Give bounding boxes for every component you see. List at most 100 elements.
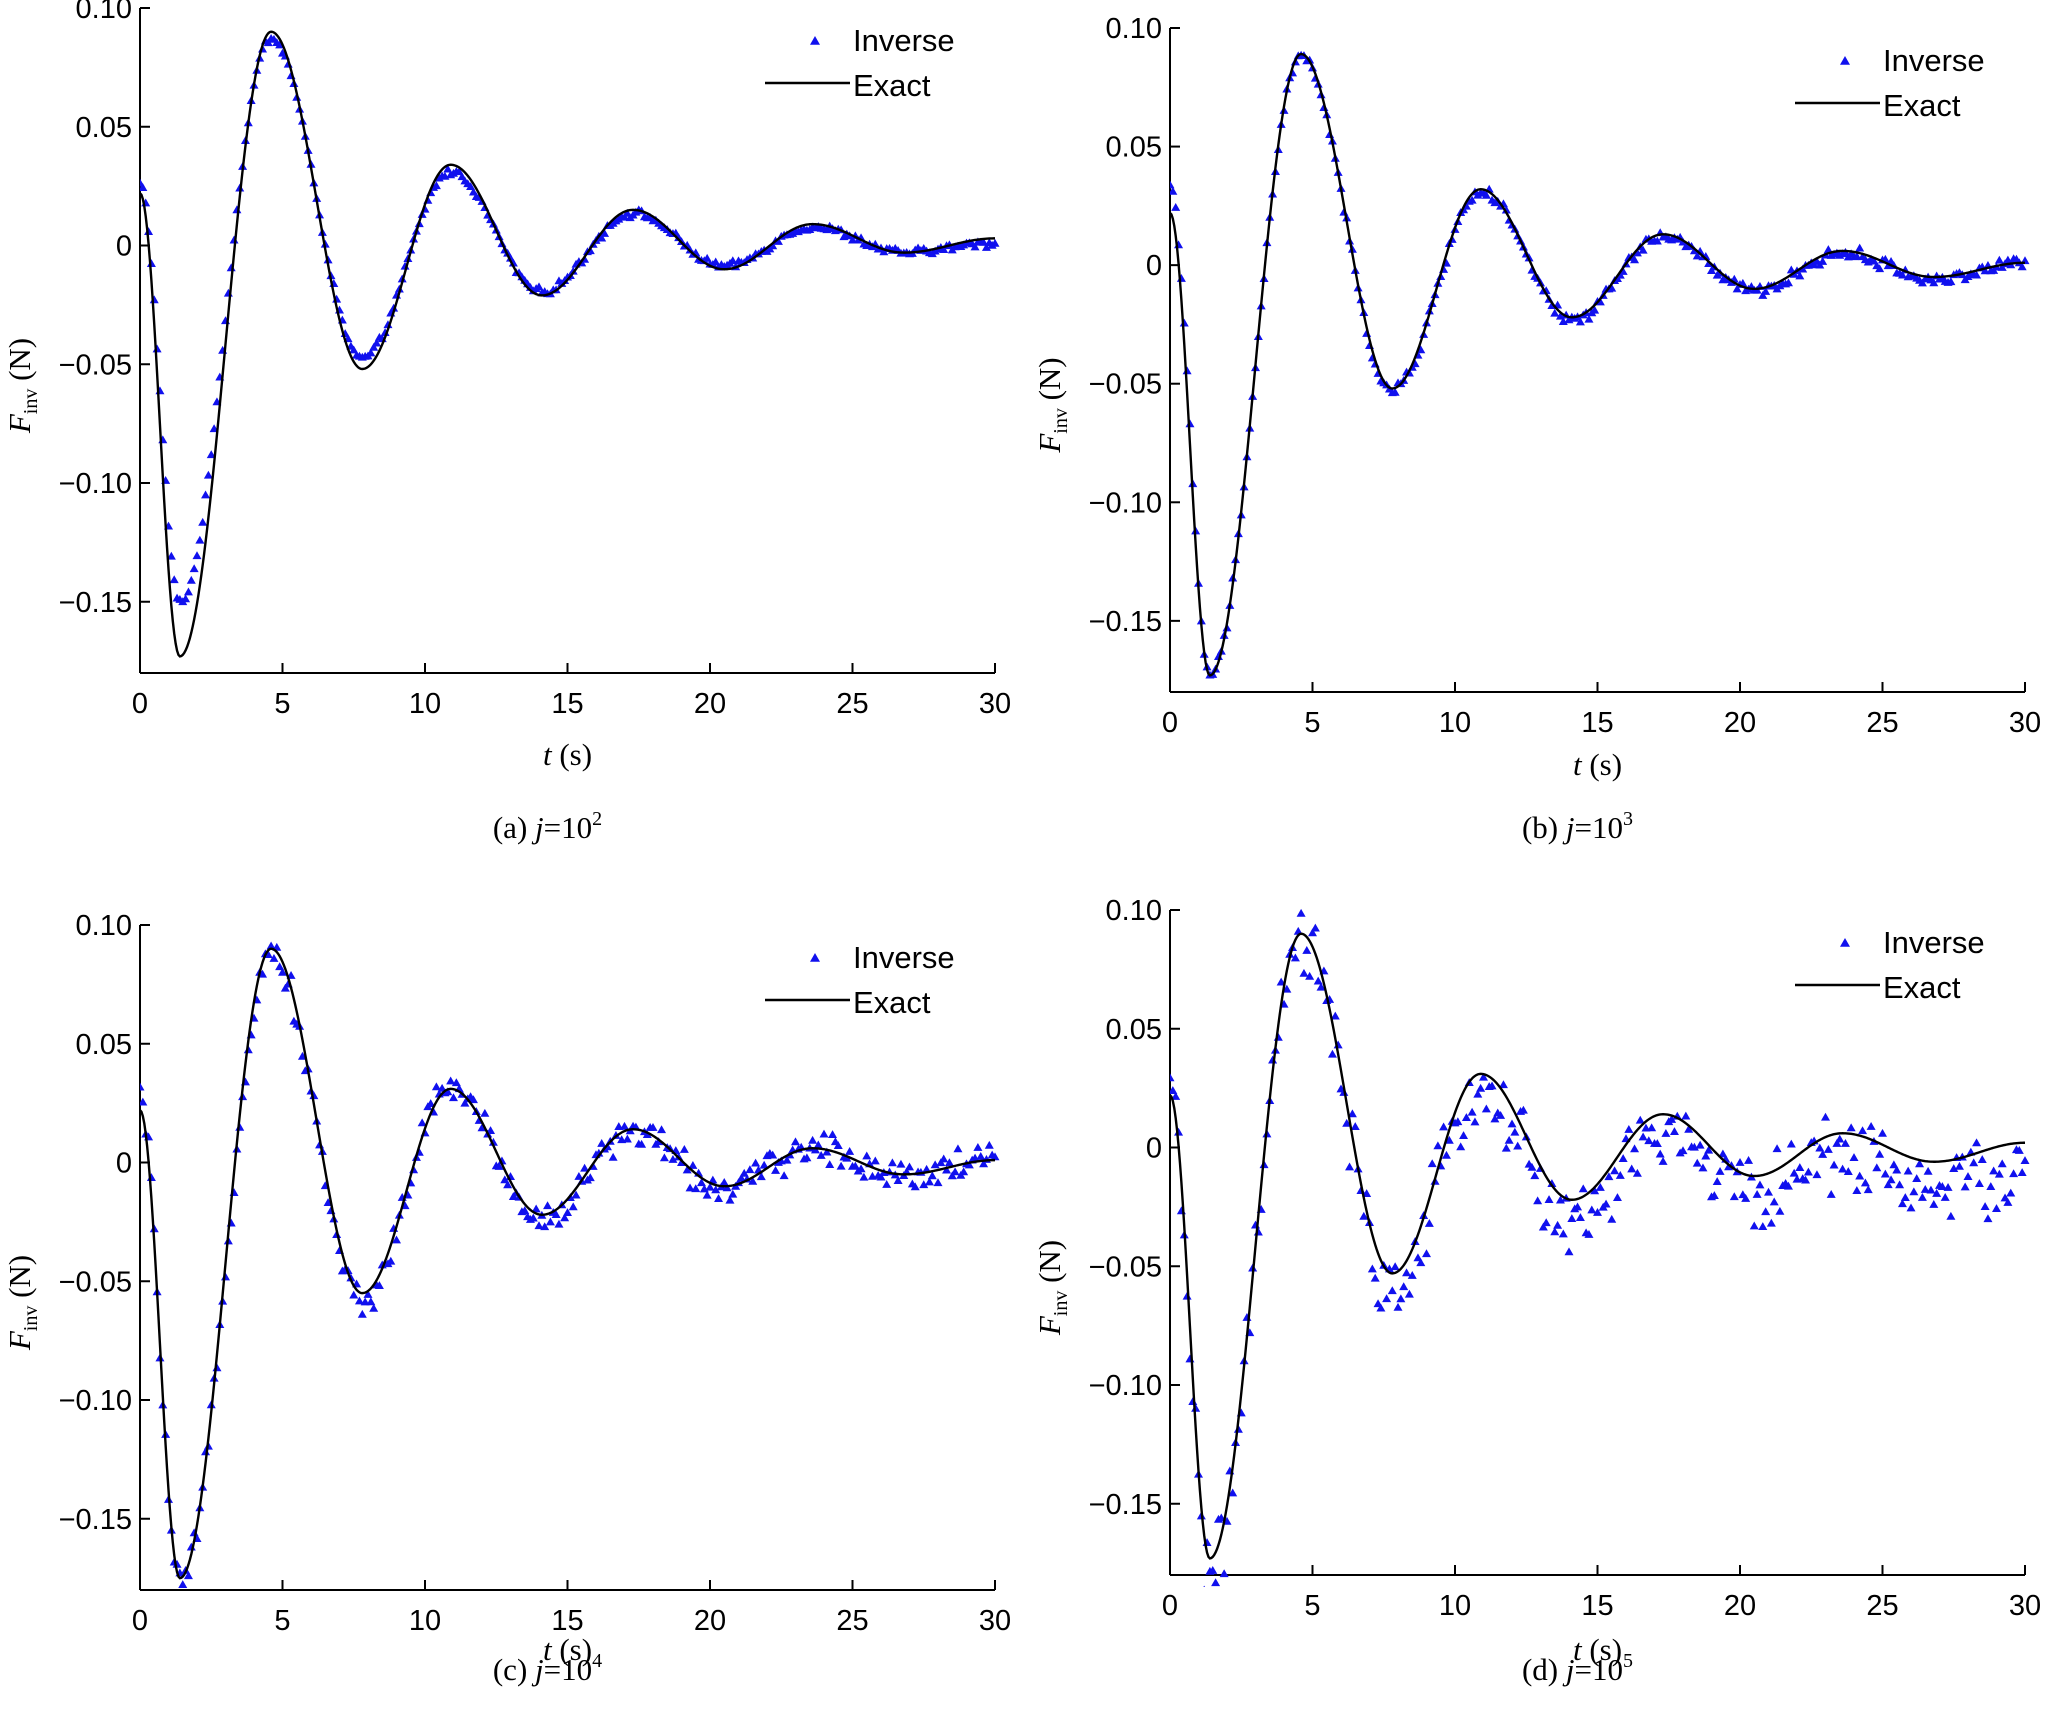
inverse-point (1573, 1202, 1583, 1211)
inverse-point (739, 1168, 749, 1177)
panel-caption: (d) j=105 (1522, 1650, 1633, 1687)
inverse-point (1203, 1585, 1206, 1587)
inverse-point (366, 348, 376, 357)
inverse-point (836, 1161, 846, 1170)
inverse-point (1815, 1143, 1825, 1152)
y-tick-label: −0.05 (59, 349, 132, 381)
y-tick-label: 0.10 (1106, 895, 1162, 927)
inverse-point (748, 1176, 758, 1185)
inverse-point (534, 1221, 544, 1230)
inverse-point (1387, 1286, 1397, 1295)
inverse-point (585, 1173, 595, 1182)
inverse-point (779, 1171, 789, 1180)
inverse-point (528, 1213, 538, 1222)
inverse-point (1590, 305, 1600, 314)
inverse-point (1544, 1195, 1554, 1204)
inverse-point (1880, 1169, 1890, 1178)
inverse-point (1327, 1049, 1337, 1058)
inverse-point (856, 1164, 866, 1173)
inverse-point (970, 242, 980, 251)
inverse-point (1211, 1578, 1221, 1587)
inverse-point (594, 1148, 604, 1157)
y-axis-title: Finv (N) (1032, 357, 1072, 453)
legend-inverse-marker (1840, 938, 1850, 947)
inverse-point (1433, 1141, 1443, 1150)
inverse-point (1903, 1166, 1913, 1175)
x-tick-label: 10 (409, 1605, 441, 1637)
inverse-point (1590, 1186, 1600, 1195)
inverse-point (2003, 1198, 2013, 1206)
x-tick-label: 15 (1581, 1590, 1613, 1622)
inverse-point (1459, 1131, 1469, 1140)
inverse-point (1761, 286, 1771, 295)
inverse-point (369, 1303, 379, 1312)
inverse-point (896, 1159, 906, 1168)
inverse-point (480, 1108, 490, 1117)
inverse-point (1632, 1168, 1642, 1177)
inverse-point (500, 1175, 510, 1184)
inverse-point (802, 1153, 812, 1162)
y-tick-label: −0.15 (59, 1504, 132, 1536)
inverse-point (551, 1210, 561, 1218)
inverse-point (1906, 1203, 1916, 1212)
inverse-point (1892, 1165, 1902, 1174)
inverse-point (1875, 1149, 1885, 1158)
inverse-point (964, 1160, 974, 1169)
inverse-point (1487, 1081, 1497, 1090)
inverse-point (1826, 1189, 1836, 1198)
inverse-point (468, 1095, 478, 1104)
inverse-point (981, 242, 991, 251)
inverse-point (392, 1235, 401, 1244)
y-axis-title: Finv (N) (2, 338, 42, 434)
legend-inverse-label: Inverse (853, 940, 955, 975)
inverse-point (1783, 278, 1793, 287)
inverse-point (1655, 1149, 1665, 1158)
inverse-point (1345, 1162, 1355, 1171)
inverse-point (905, 1162, 914, 1171)
inverse-point (1587, 1205, 1597, 1214)
inverse-point (919, 1180, 929, 1189)
x-tick-label: 10 (409, 688, 441, 720)
series-inverse (140, 34, 1000, 606)
inverse-point (1507, 1119, 1517, 1128)
inverse-point (1473, 1089, 1483, 1098)
inverse-point (1744, 1156, 1754, 1164)
inverse-point (198, 517, 208, 526)
x-tick-label: 10 (1439, 1590, 1471, 1622)
inverse-point (1695, 1140, 1705, 1149)
x-tick-label: 15 (1581, 707, 1613, 739)
inverse-point (183, 587, 193, 596)
y-tick-label: 0.05 (1106, 132, 1162, 164)
x-tick-label: 30 (979, 688, 1011, 720)
inverse-point (939, 1154, 949, 1163)
inverse-point (1866, 1121, 1876, 1130)
inverse-point (696, 1178, 706, 1187)
inverse-point (280, 983, 290, 992)
inverse-point (1949, 1164, 1959, 1172)
inverse-point (275, 962, 285, 971)
inverse-point (862, 1151, 872, 1160)
inverse-point (953, 1144, 963, 1153)
y-axis-title: Finv (N) (2, 1255, 42, 1351)
inverse-point (1878, 1128, 1887, 1137)
inverse-point (1382, 1294, 1392, 1303)
x-tick-label: 25 (836, 688, 868, 720)
inverse-point (679, 1144, 689, 1153)
inverse-point (1376, 1303, 1386, 1312)
inverse-point (882, 1180, 892, 1188)
inverse-point (1818, 257, 1828, 265)
inverse-point (979, 1159, 989, 1168)
inverse-point (1404, 1289, 1414, 1298)
inverse-point (1849, 1153, 1859, 1161)
inverse-point (166, 551, 176, 560)
inverse-point (1595, 297, 1605, 306)
inverse-point (1980, 1202, 1990, 1210)
inverse-point (1316, 982, 1326, 991)
inverse-point (1843, 1167, 1853, 1176)
inverse-point (1852, 251, 1862, 260)
inverse-point (1510, 1127, 1520, 1136)
inverse-point (1638, 245, 1648, 254)
inverse-point (1758, 1222, 1768, 1231)
inverse-point (725, 1195, 735, 1204)
inverse-point (1644, 1136, 1654, 1145)
